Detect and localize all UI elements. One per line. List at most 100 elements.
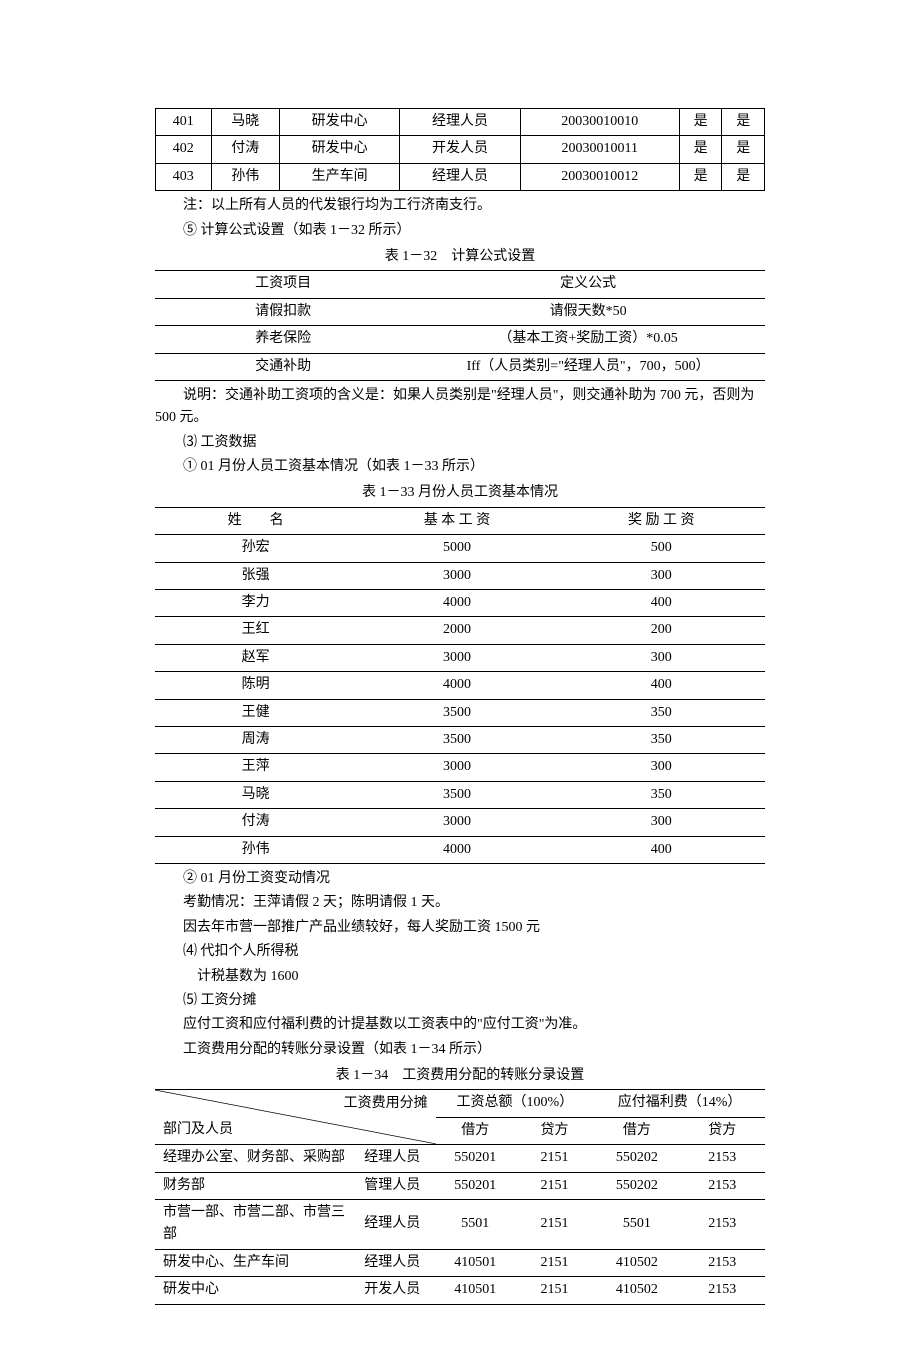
- table-cell: 2153: [680, 1145, 765, 1172]
- table-cell: 经理人员: [356, 1200, 435, 1250]
- table-cell: 经理人员: [356, 1249, 435, 1276]
- table-row: 陈明4000400: [155, 672, 765, 699]
- table-cell: 300: [558, 754, 765, 781]
- table-cell: 410501: [436, 1249, 515, 1276]
- table-row: 孙伟4000400: [155, 836, 765, 863]
- table-cell: 是: [722, 109, 765, 136]
- table-cell: 2151: [515, 1145, 594, 1172]
- table-cell: 350: [558, 726, 765, 753]
- table-row: 市营一部、市营二部、市营三部经理人员5501215155012153: [155, 1200, 765, 1250]
- table-cell: 养老保险: [155, 326, 411, 353]
- text-tax-base: 计税基数为 1600: [155, 966, 765, 988]
- col-formula: 定义公式: [411, 271, 765, 298]
- group-total: 工资总额（100%）: [436, 1090, 595, 1117]
- sub-debit1: 借方: [436, 1117, 515, 1144]
- table-cell: 401: [156, 109, 212, 136]
- section-tax: ⑷ 代扣个人所得税: [155, 941, 765, 963]
- table-row: 403孙伟生产车间经理人员20030010012是是: [156, 163, 765, 190]
- table-cell: 是: [722, 136, 765, 163]
- table-cell: 马晓: [155, 781, 356, 808]
- section-formula: ⑤ 计算公式设置（如表 1－32 所示）: [155, 220, 765, 242]
- text-alloc-basis: 应付工资和应付福利费的计提基数以工资表中的"应付工资"为准。: [155, 1014, 765, 1036]
- table-cell: 550201: [436, 1172, 515, 1199]
- table-row: 付涛3000300: [155, 809, 765, 836]
- table-cell: 350: [558, 699, 765, 726]
- table-row: 财务部管理人员55020121515502022153: [155, 1172, 765, 1199]
- table-cell: 经理办公室、财务部、采购部: [155, 1145, 356, 1172]
- table-row: 李力4000400: [155, 590, 765, 617]
- table-cell: 5501: [594, 1200, 679, 1250]
- sub-debit2: 借方: [594, 1117, 679, 1144]
- table-row: 402付涛研发中心开发人员20030010011是是: [156, 136, 765, 163]
- table-cell: 500: [558, 535, 765, 562]
- table-cell: 研发中心: [280, 109, 400, 136]
- table-cell: 2151: [515, 1277, 594, 1304]
- table-cell: 李力: [155, 590, 356, 617]
- diag-top: 工资费用分摊: [344, 1093, 428, 1115]
- table-cell: 402: [156, 136, 212, 163]
- table-cell: 2151: [515, 1200, 594, 1250]
- table-cell: 400: [558, 672, 765, 699]
- table-row: 经理办公室、财务部、采购部经理人员55020121515502022153: [155, 1145, 765, 1172]
- table-cell: 王萍: [155, 754, 356, 781]
- table-cell: 张强: [155, 562, 356, 589]
- table-cell: 孙伟: [211, 163, 279, 190]
- table-cell: 3500: [356, 726, 557, 753]
- table-cell: 研发中心: [280, 136, 400, 163]
- section-salary-data: ⑶ 工资数据: [155, 432, 765, 454]
- diagonal-header: 工资费用分摊 部门及人员: [155, 1090, 436, 1145]
- table-cell: 403: [156, 163, 212, 190]
- table-cell: 王健: [155, 699, 356, 726]
- table-cell: 2153: [680, 1172, 765, 1199]
- table-cell: 2153: [680, 1277, 765, 1304]
- table-cell: 财务部: [155, 1172, 356, 1199]
- table-cell: 300: [558, 562, 765, 589]
- table-cell: 3000: [356, 809, 557, 836]
- table-row: 王红2000200: [155, 617, 765, 644]
- table-row: 孙宏5000500: [155, 535, 765, 562]
- table-cell: 5501: [436, 1200, 515, 1250]
- section-allocation: ⑸ 工资分摊: [155, 990, 765, 1012]
- table-cell: 2153: [680, 1200, 765, 1250]
- table-row: 马晓3500350: [155, 781, 765, 808]
- note-bank: 注：以上所有人员的代发银行均为工行济南支行。: [155, 195, 765, 217]
- table-row: 交通补助Iff（人员类别="经理人员"，700，500）: [155, 353, 765, 380]
- table-cell: Iff（人员类别="经理人员"，700，500）: [411, 353, 765, 380]
- group-welfare: 应付福利费（14%）: [594, 1090, 765, 1117]
- table-cell: 4000: [356, 590, 557, 617]
- table-cell: 是: [722, 163, 765, 190]
- table-cell: 3500: [356, 699, 557, 726]
- table-row: 张强3000300: [155, 562, 765, 589]
- table-cell: 研发中心、生产车间: [155, 1249, 356, 1276]
- diag-bottom: 部门及人员: [163, 1119, 233, 1141]
- table-cell: 5000: [356, 535, 557, 562]
- sub-credit2: 贷方: [680, 1117, 765, 1144]
- table-cell: 生产车间: [280, 163, 400, 190]
- table-row: 周涛3500350: [155, 726, 765, 753]
- table-cell: 550202: [594, 1172, 679, 1199]
- table-row: 赵军3000300: [155, 644, 765, 671]
- table-cell: 550201: [436, 1145, 515, 1172]
- table-cell: 410501: [436, 1277, 515, 1304]
- table-cell: 550202: [594, 1145, 679, 1172]
- table-cell: 周涛: [155, 726, 356, 753]
- table-cell: 4000: [356, 836, 557, 863]
- table-cell: 经理人员: [356, 1145, 435, 1172]
- table-cell: 是: [679, 163, 722, 190]
- table-cell: 200: [558, 617, 765, 644]
- table-row: 王健3500350: [155, 699, 765, 726]
- table-row: 研发中心、生产车间经理人员41050121514105022153: [155, 1249, 765, 1276]
- table-cell: 交通补助: [155, 353, 411, 380]
- table-row: 请假扣款请假天数*50: [155, 298, 765, 325]
- table-cell: 3000: [356, 754, 557, 781]
- table-cell: 20030010011: [520, 136, 679, 163]
- table-cell: 开发人员: [400, 136, 520, 163]
- table-cell: 2000: [356, 617, 557, 644]
- table-cell: 2151: [515, 1249, 594, 1276]
- col-bonus: 奖 励 工 资: [558, 507, 765, 534]
- personnel-table: 401马晓研发中心经理人员20030010010是是402付涛研发中心开发人员2…: [155, 108, 765, 191]
- caption-t33: 表 1－33 月份人员工资基本情况: [155, 482, 765, 504]
- table-cell: 20030010012: [520, 163, 679, 190]
- table-row: 研发中心开发人员41050121514105022153: [155, 1277, 765, 1304]
- table-cell: 经理人员: [400, 163, 520, 190]
